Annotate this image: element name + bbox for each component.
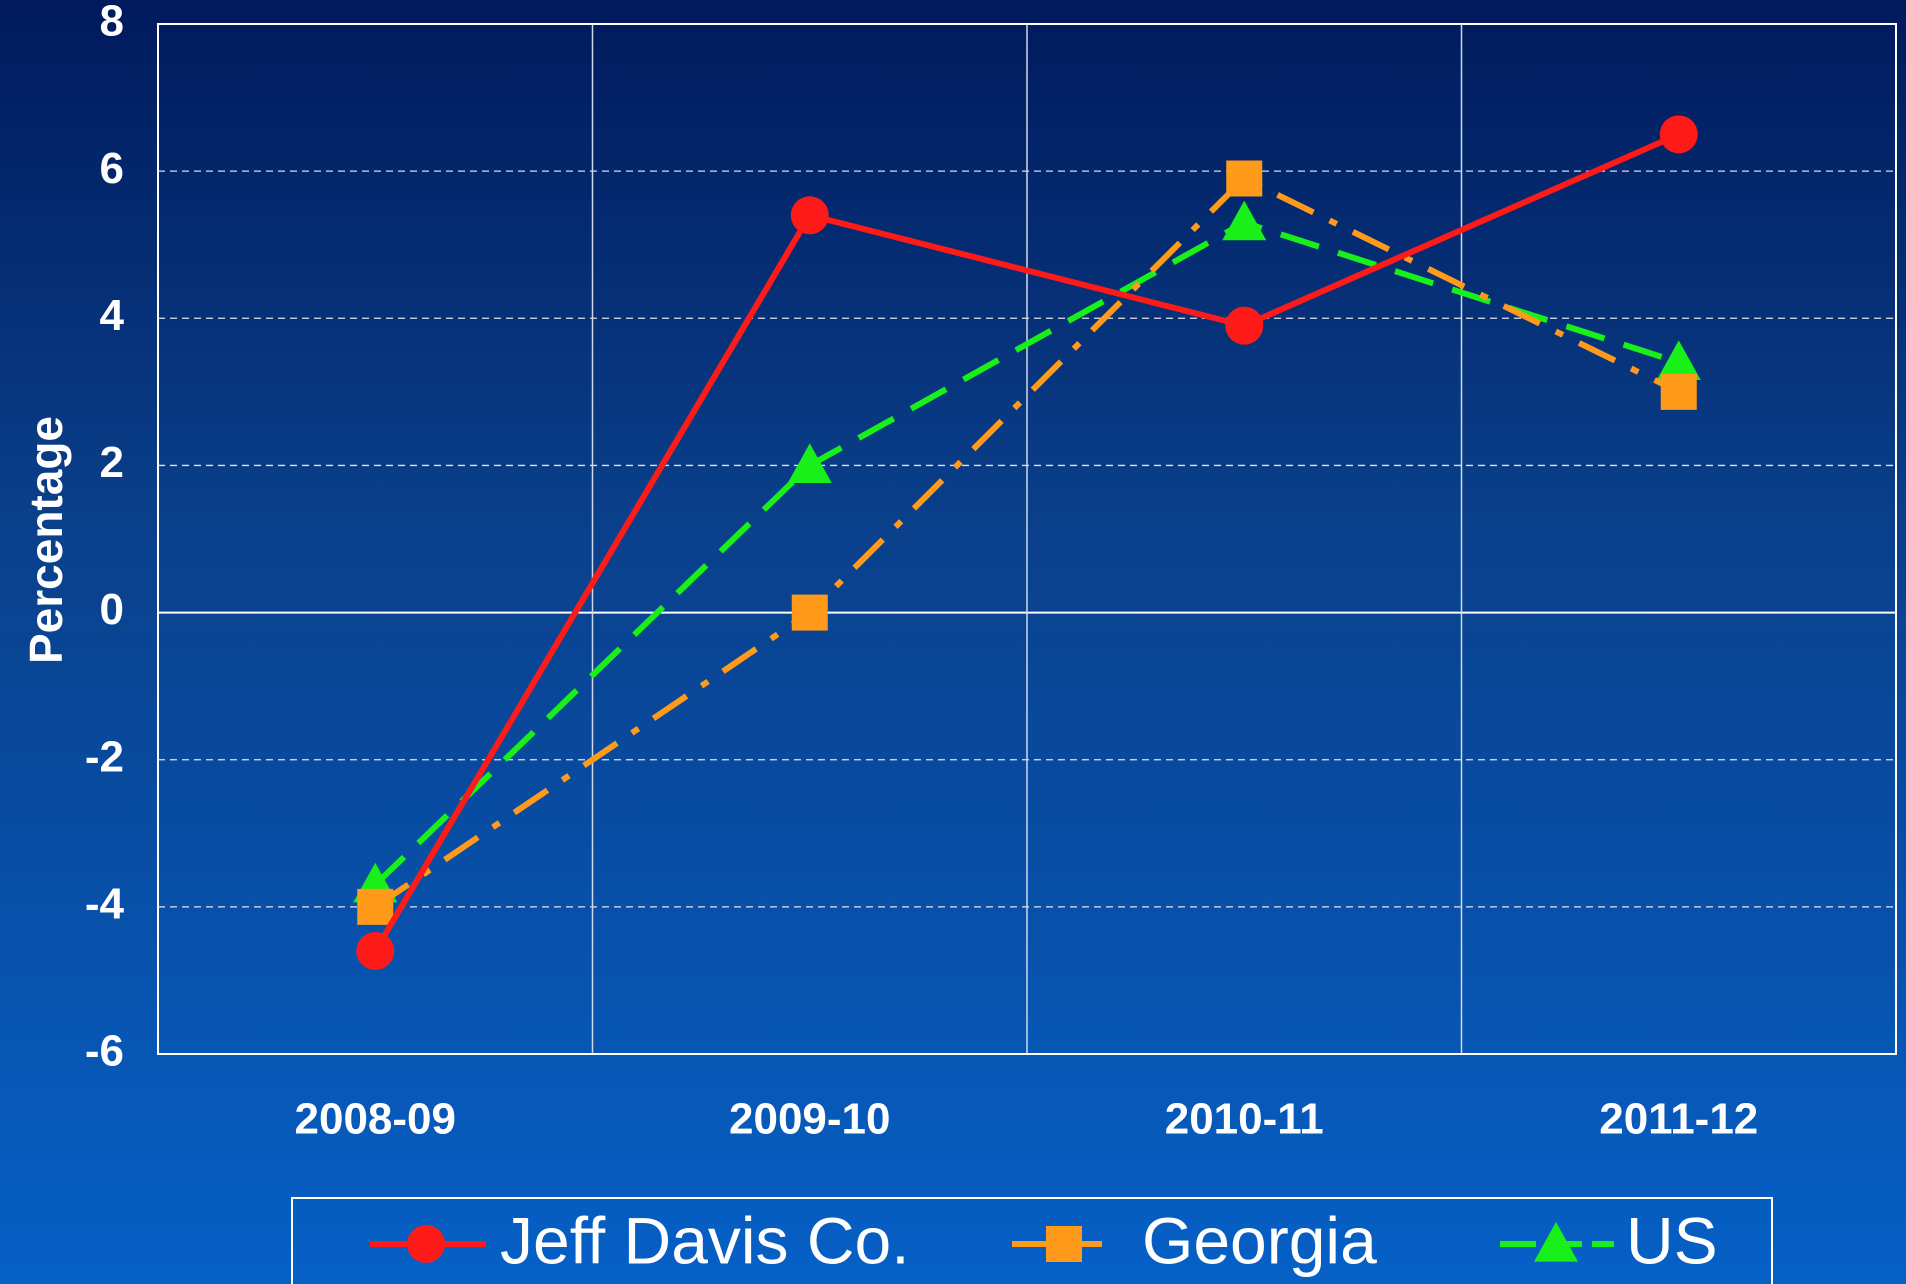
series-georgia	[357, 160, 1697, 925]
legend-marker-us	[1534, 1222, 1578, 1262]
x-tick-label: 2011-12	[1599, 1095, 1758, 1144]
x-tick-label: 2010-11	[1165, 1095, 1324, 1144]
y-tick-label: 2	[100, 438, 124, 487]
y-axis-label: Percentage	[20, 416, 72, 664]
legend: Jeff Davis Co. Georgia US	[291, 1197, 1773, 1284]
y-tick-label: 0	[100, 585, 124, 634]
plot-area-border	[157, 23, 1897, 1055]
data-point-georgia	[1660, 373, 1697, 410]
y-tick-label: 4	[100, 291, 125, 340]
x-axis-ticks: 2008-09 2009-10 2010-11 2011-12	[295, 1095, 1759, 1144]
series-group	[353, 115, 1701, 970]
series-line-us	[373, 219, 1680, 887]
legend-entry-jeff-davis-co: Jeff Davis Co.	[370, 1203, 910, 1277]
y-tick-label: -6	[85, 1027, 124, 1076]
data-point-jeff-davis-co	[1225, 306, 1264, 345]
data-point-us	[1222, 200, 1267, 241]
legend-entry-us: US	[1500, 1203, 1718, 1277]
legend-label-jeff-davis-co: Jeff Davis Co.	[500, 1203, 910, 1277]
legend-marker-jeff-davis-co	[407, 1225, 445, 1263]
legend-marker-georgia	[1046, 1226, 1082, 1262]
series-jeff-davis-co	[356, 115, 1698, 970]
y-tick-label: 8	[100, 0, 124, 46]
data-point-jeff-davis-co	[356, 932, 395, 970]
series-line-georgia	[373, 175, 1681, 910]
data-point-georgia	[357, 888, 394, 925]
data-point-jeff-davis-co	[790, 196, 829, 235]
data-point-us	[1656, 340, 1701, 381]
data-point-us	[787, 443, 832, 484]
y-tick-label: 6	[100, 144, 124, 193]
legend-box	[291, 1197, 1773, 1284]
legend-entry-georgia: Georgia	[1012, 1203, 1377, 1277]
y-axis-ticks: -6 -4 -2 0 2 4 6 8	[85, 0, 125, 1076]
x-tick-label: 2008-09	[295, 1095, 456, 1144]
y-tick-label: -2	[85, 732, 124, 781]
data-point-jeff-davis-co	[1659, 115, 1698, 154]
x-tick-label: 2009-10	[729, 1095, 890, 1144]
legend-label-us: US	[1626, 1203, 1718, 1277]
series-line-jeff-davis-co	[372, 131, 1680, 953]
y-tick-label: -4	[85, 879, 125, 928]
data-point-georgia	[791, 594, 828, 631]
grid	[158, 24, 1896, 1054]
legend-label-georgia: Georgia	[1142, 1203, 1377, 1277]
data-point-georgia	[1226, 160, 1263, 197]
